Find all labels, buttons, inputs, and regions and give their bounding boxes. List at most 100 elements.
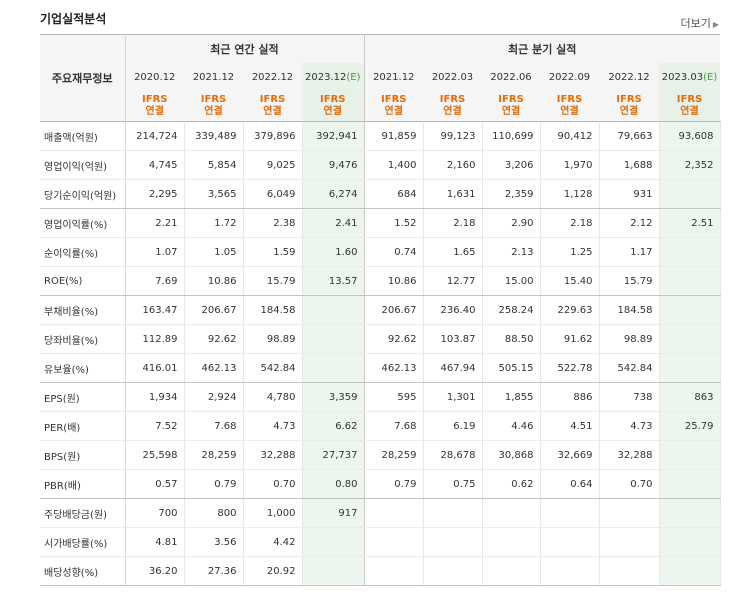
quarterly-value-cell: 2.12 (599, 208, 660, 238)
period-header: 2022.03 (423, 63, 482, 91)
consolidated-label: 연결 (384, 106, 403, 117)
quarterly-value-cell (599, 498, 660, 528)
quarterly-value-cell: 0.64 (540, 469, 600, 499)
quarterly-value-cell: 2.90 (482, 208, 541, 238)
label-column-header: 주요재무정보 (40, 34, 126, 122)
row-label: 당기순이익(억원) (40, 179, 126, 209)
quarterly-value-cell: 93,608 (659, 121, 721, 151)
annual-value-cell: 3,565 (184, 179, 244, 209)
quarterly-value-cell (364, 498, 424, 528)
quarterly-value-cell: 1.17 (599, 237, 660, 267)
annual-value-cell: 27,737 (302, 440, 365, 470)
row-label: 매출액(억원) (40, 121, 126, 151)
consolidated-label: 연결 (323, 106, 342, 117)
quarterly-value-cell: 462.13 (364, 353, 424, 383)
quarterly-value-cell (364, 527, 424, 557)
annual-value-cell (302, 556, 365, 586)
annual-value-cell: 206.67 (184, 295, 244, 325)
annual-value-cell: 1.07 (125, 237, 185, 267)
annual-value-cell: 163.47 (125, 295, 185, 325)
annual-value-cell (302, 295, 365, 325)
estimate-tag: (E) (703, 71, 718, 83)
quarterly-value-cell: 2.18 (540, 208, 600, 238)
quarterly-value-cell (599, 556, 660, 586)
period-header: 2020.12 (125, 63, 184, 91)
quarterly-value-cell: 1,301 (423, 382, 483, 412)
quarterly-value-cell (659, 556, 721, 586)
row-label: PER(배) (40, 411, 126, 441)
quarterly-value-cell: 32,288 (599, 440, 660, 470)
ifrs-label: IFRS (259, 94, 286, 105)
table-row: 매출액(억원) 214,724 339,489 379,896 392,941 91,85… (40, 121, 721, 151)
annual-value-cell: 25,598 (125, 440, 185, 470)
quarterly-value-cell: 2,352 (659, 150, 721, 180)
period-header: 2021.12 (364, 63, 423, 91)
ifrs-label: IFRS (498, 94, 524, 105)
quarterly-value-cell: 30,868 (482, 440, 541, 470)
quarterly-value-cell (659, 440, 721, 470)
quarterly-value-cell (659, 324, 721, 354)
ifrs-label: IFRS (381, 94, 407, 105)
table-row: PBR(배) 0.57 0.79 0.70 0.80 0.79 0.75 0.62 0.64 0.… (40, 469, 721, 499)
period-label: 2022.06 (490, 71, 532, 83)
ifrs-header: IFRS 연결 (125, 91, 184, 122)
row-label: PBR(배) (40, 469, 126, 499)
ifrs-header: IFRS 연결 (243, 91, 302, 122)
quarterly-value-cell: 15.79 (599, 266, 660, 296)
annual-value-cell: 7.52 (125, 411, 185, 441)
ifrs-label: IFRS (439, 94, 466, 105)
quarterly-value-cell (659, 295, 721, 325)
period-label: 2022.12 (608, 71, 650, 83)
consolidated-label: 연결 (204, 106, 223, 117)
quarterly-value-cell: 88.50 (482, 324, 541, 354)
table-row: 당좌비율(%) 112.89 92.62 98.89 92.62 103.87 88.50 9… (40, 324, 721, 354)
quarterly-value-cell (540, 498, 600, 528)
quarterly-value-cell: 2,160 (423, 150, 483, 180)
annual-value-cell: 7.69 (125, 266, 185, 296)
ifrs-label: IFRS (320, 94, 346, 105)
ifrs-header: IFRS 연결 (423, 91, 482, 122)
table-row: 영업이익률(%) 2.21 1.72 2.38 2.41 1.52 2.18 2.90 2.18… (40, 208, 721, 238)
quarterly-value-cell: 25.79 (659, 411, 721, 441)
quarterly-value-cell (482, 527, 541, 557)
annual-value-cell: 4.81 (125, 527, 185, 557)
annual-value-cell: 9,476 (302, 150, 365, 180)
period-label: 2023.12 (305, 71, 347, 83)
annual-value-cell: 1.60 (302, 237, 365, 267)
table-row: 시가배당률(%) 4.81 3.56 4.42 (40, 527, 721, 557)
quarterly-value-cell: 98.89 (599, 324, 660, 354)
quarterly-value-cell: 258.24 (482, 295, 541, 325)
ifrs-header: IFRS 연결 (302, 91, 365, 122)
quarterly-value-cell: 2.51 (659, 208, 721, 238)
annual-value-cell: 2.21 (125, 208, 185, 238)
quarterly-value-cell: 595 (364, 382, 424, 412)
quarterly-value-cell: 206.67 (364, 295, 424, 325)
quarterly-value-cell (659, 179, 721, 209)
ifrs-label: IFRS (142, 94, 168, 105)
quarterly-value-cell: 505.15 (482, 353, 541, 383)
period-header: 2022.09 (540, 63, 599, 91)
quarterly-value-cell: 6.19 (423, 411, 483, 441)
quarterly-value-cell: 4.51 (540, 411, 600, 441)
period-label: 2022.09 (548, 71, 591, 83)
period-header: 2023.03(E) (659, 63, 720, 91)
annual-value-cell: 2,924 (184, 382, 244, 412)
annual-value-cell: 2.38 (243, 208, 303, 238)
annual-value-cell: 6,049 (243, 179, 303, 209)
consolidated-label: 연결 (680, 106, 699, 117)
quarterly-value-cell (659, 469, 721, 499)
quarterly-value-cell: 0.70 (599, 469, 660, 499)
quarterly-value-cell: 4.73 (599, 411, 660, 441)
quarterly-value-cell: 99,123 (423, 121, 483, 151)
more-link[interactable]: 더보기 ▶ (680, 15, 719, 31)
table-row: 영업이익(억원) 4,745 5,854 9,025 9,476 1,400 2,160 3,… (40, 150, 721, 180)
annual-value-cell: 214,724 (125, 121, 185, 151)
annual-value-cell: 462.13 (184, 353, 244, 383)
annual-value-cell: 9,025 (243, 150, 303, 180)
quarterly-value-cell: 0.62 (482, 469, 541, 499)
annual-value-cell: 10.86 (184, 266, 244, 296)
consolidated-label: 연결 (560, 106, 579, 117)
annual-value-cell: 13.57 (302, 266, 365, 296)
quarterly-value-cell (659, 527, 721, 557)
table-row: 유보율(%) 416.01 462.13 542.84 462.13 467.94 505.… (40, 353, 721, 383)
